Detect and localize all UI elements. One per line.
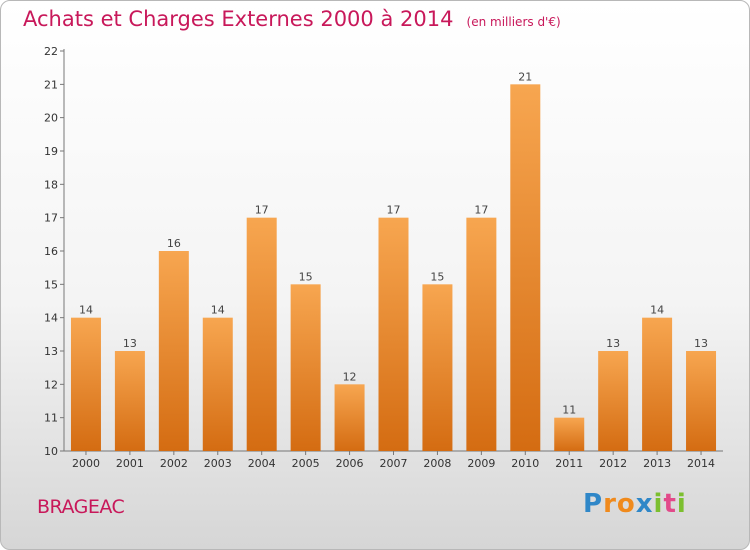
bar xyxy=(70,317,101,451)
logo-letter: i xyxy=(676,489,687,519)
y-tick-label: 11 xyxy=(44,412,58,425)
bar xyxy=(290,284,321,451)
y-tick-label: 17 xyxy=(44,212,58,225)
bar xyxy=(158,251,189,451)
x-tick-label: 2004 xyxy=(248,457,276,470)
bar-value-label: 17 xyxy=(474,204,488,217)
bar xyxy=(466,217,497,451)
x-tick-label: 2010 xyxy=(511,457,539,470)
logo-letter: r xyxy=(603,489,617,519)
bar-value-label: 15 xyxy=(430,270,444,283)
bar-value-label: 11 xyxy=(562,404,576,417)
x-tick-label: 2002 xyxy=(160,457,188,470)
x-tick-label: 2013 xyxy=(643,457,671,470)
logo-letter: o xyxy=(616,489,636,519)
bar-value-label: 17 xyxy=(387,204,401,217)
y-tick-label: 21 xyxy=(44,78,58,91)
logo-letter: t xyxy=(663,489,677,519)
bar xyxy=(510,84,541,451)
bar-value-label: 13 xyxy=(606,337,620,350)
bar xyxy=(598,351,629,451)
bar-value-label: 14 xyxy=(650,304,664,317)
proxiti-logo: Proxiti xyxy=(583,489,687,519)
x-tick-label: 2001 xyxy=(116,457,144,470)
y-tick-label: 15 xyxy=(44,278,58,291)
title-text: Achats et Charges Externes 2000 à 2014 xyxy=(23,7,454,31)
y-tick-label: 19 xyxy=(44,145,58,158)
x-tick-label: 2008 xyxy=(423,457,451,470)
bar-value-label: 21 xyxy=(518,70,532,83)
bar-value-label: 13 xyxy=(694,337,708,350)
x-tick-label: 2003 xyxy=(204,457,232,470)
x-tick-label: 2012 xyxy=(599,457,627,470)
bar xyxy=(202,317,233,451)
bar-value-label: 15 xyxy=(299,270,313,283)
bar-value-label: 14 xyxy=(211,304,225,317)
x-tick-label: 2011 xyxy=(555,457,583,470)
x-tick-label: 2007 xyxy=(380,457,408,470)
y-tick-label: 20 xyxy=(44,112,58,125)
bar xyxy=(378,217,409,451)
bar xyxy=(642,317,673,451)
y-tick-label: 22 xyxy=(44,45,58,58)
bar xyxy=(114,351,145,451)
logo-letter: x xyxy=(635,489,654,519)
logo-letter: i xyxy=(653,489,664,519)
y-tick-label: 18 xyxy=(44,178,58,191)
x-tick-label: 2006 xyxy=(336,457,364,470)
bar-value-label: 17 xyxy=(255,204,269,217)
y-tick-label: 12 xyxy=(44,378,58,391)
bar xyxy=(554,417,585,451)
x-tick-label: 2000 xyxy=(72,457,100,470)
title-unit: (en milliers d'€) xyxy=(466,15,561,29)
bar-value-label: 12 xyxy=(343,370,357,383)
logo-letter: P xyxy=(583,489,604,519)
place-name: BRAGEAC xyxy=(37,496,125,518)
x-tick-label: 2014 xyxy=(687,457,715,470)
bar-value-label: 16 xyxy=(167,237,181,250)
y-tick-label: 14 xyxy=(44,312,58,325)
y-tick-label: 16 xyxy=(44,245,58,258)
bar xyxy=(686,351,717,451)
y-tick-label: 10 xyxy=(44,445,58,458)
bar xyxy=(422,284,453,451)
bar xyxy=(334,384,365,451)
bar-value-label: 14 xyxy=(79,304,93,317)
chart-title: Achats et Charges Externes 2000 à 2014 (… xyxy=(23,7,561,31)
bar-value-label: 13 xyxy=(123,337,137,350)
y-tick-label: 13 xyxy=(44,345,58,358)
x-tick-label: 2005 xyxy=(292,457,320,470)
x-tick-label: 2009 xyxy=(467,457,495,470)
bar xyxy=(246,217,277,451)
